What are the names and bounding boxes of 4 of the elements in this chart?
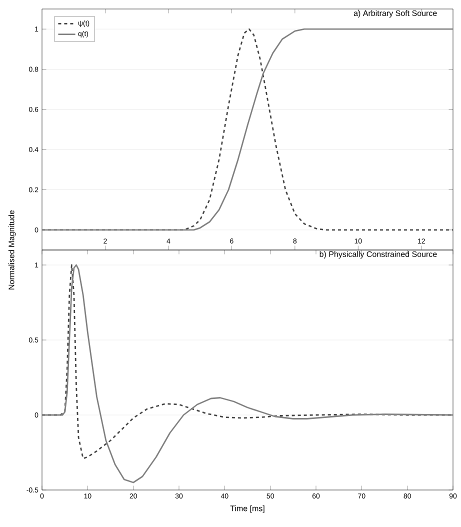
x-axis-title: Time [ms] xyxy=(230,505,264,513)
chart-title: a) Arbitrary Soft Source xyxy=(354,10,437,18)
y-axis-title: Normalised Magnitude xyxy=(8,210,16,290)
chart-title: b) Physically Constrained Source xyxy=(320,251,437,259)
